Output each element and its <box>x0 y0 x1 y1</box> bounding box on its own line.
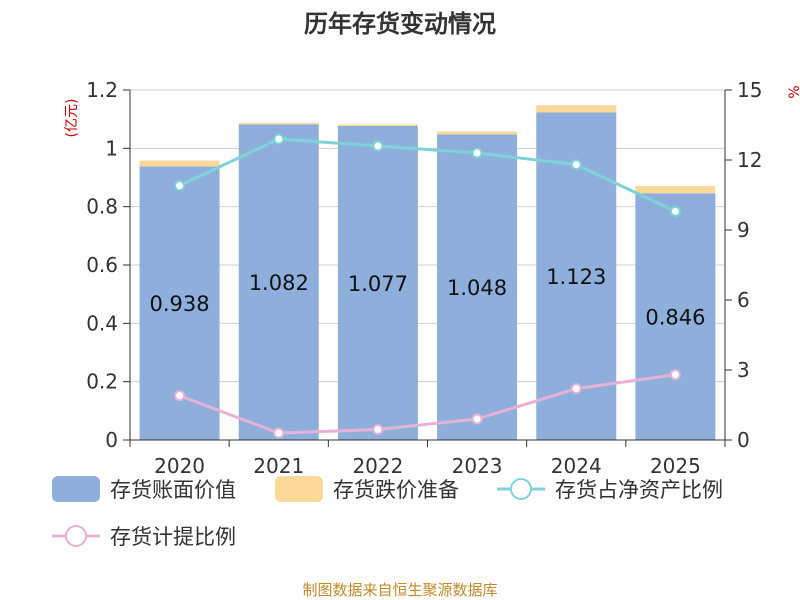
source-note: 制图数据来自恒生聚源数据库 <box>302 581 497 599</box>
right-tick-label: 0 <box>737 428 750 452</box>
bar-impairment-reserve <box>337 124 418 126</box>
left-tick-label: 0.2 <box>86 370 118 394</box>
line-point <box>471 147 483 159</box>
left-tick-label: 1.2 <box>86 78 118 102</box>
data-labels: 0.938 1.082 1.077 1.048 1.123 0.846 <box>150 265 706 329</box>
bar-value-label: 0.846 <box>645 306 705 330</box>
tick-labels: 0 0.2 0.4 0.6 0.8 1 1.2 0 3 6 9 12 15 2020 2021 2022 202… <box>86 78 762 478</box>
bar-value-label: 1.082 <box>249 271 309 295</box>
legend-impairment-reserve: 存货跌价准备 <box>275 476 459 502</box>
line-point <box>273 427 285 439</box>
bars <box>139 105 716 441</box>
line-point <box>570 159 582 171</box>
left-tick-label: 0.8 <box>86 195 118 219</box>
x-tick-label: 2025 <box>650 454 701 478</box>
legend-book-value: 存货账面价值 <box>52 476 236 502</box>
line-provision-ratio <box>179 373 676 435</box>
bar-impairment-reserve <box>635 185 716 194</box>
left-tick-label: 0 <box>105 428 118 452</box>
legend-swatch-marker <box>65 525 87 547</box>
bar-book-value <box>635 193 716 440</box>
bar-impairment-reserve <box>238 122 319 125</box>
line-point <box>471 413 483 425</box>
right-axis-unit: % <box>787 85 800 98</box>
left-tick-label: 1 <box>105 136 118 160</box>
legend-label: 存货跌价准备 <box>333 478 459 502</box>
x-tick-label: 2021 <box>253 454 304 478</box>
legend-swatch <box>275 476 323 502</box>
left-tick-label: 0.4 <box>86 311 118 335</box>
legend-swatch <box>52 476 100 502</box>
bar-book-value <box>238 124 319 441</box>
legend-swatch-marker <box>510 478 532 500</box>
x-tick-label: 2024 <box>551 454 602 478</box>
right-tick-label: 9 <box>737 218 750 242</box>
x-tick-label: 2020 <box>154 454 205 478</box>
line-point <box>273 133 285 145</box>
bar-impairment-reserve <box>437 131 518 135</box>
line-point <box>669 205 681 217</box>
line-net-asset-ratio <box>178 137 677 213</box>
bar-book-value <box>337 125 418 440</box>
left-tick-label: 0.6 <box>86 253 118 277</box>
bar-value-label: 0.938 <box>150 292 210 316</box>
legend-label: 存货账面价值 <box>110 478 236 502</box>
legend-net-asset-ratio: 存货占净资产比例 <box>497 478 723 502</box>
x-tick-label: 2022 <box>352 454 403 478</box>
bar-value-label: 1.123 <box>546 265 606 289</box>
line-point <box>570 383 582 395</box>
line-series <box>174 133 681 439</box>
bar-value-label: 1.048 <box>447 276 507 300</box>
right-tick-label: 12 <box>737 148 762 172</box>
right-tick-label: 15 <box>737 78 762 102</box>
line-point <box>174 180 186 192</box>
legend-label: 存货计提比例 <box>110 525 236 549</box>
line-point <box>174 390 186 402</box>
bar-impairment-reserve <box>536 105 617 113</box>
left-axis-unit: (亿元) <box>64 99 80 138</box>
line-point <box>372 424 384 435</box>
x-tick-label: 2023 <box>452 454 503 478</box>
chart-title: 历年存货变动情况 <box>304 10 496 38</box>
legend-provision-ratio: 存货计提比例 <box>52 525 236 549</box>
bar-book-value <box>437 134 518 441</box>
line-point <box>669 369 681 381</box>
legend-label: 存货占净资产比例 <box>555 478 723 502</box>
line-point <box>372 140 384 152</box>
right-tick-label: 6 <box>737 288 750 312</box>
axes <box>123 89 732 447</box>
bar-impairment-reserve <box>139 160 220 167</box>
right-tick-label: 3 <box>737 358 750 382</box>
bar-value-label: 1.077 <box>348 272 408 296</box>
